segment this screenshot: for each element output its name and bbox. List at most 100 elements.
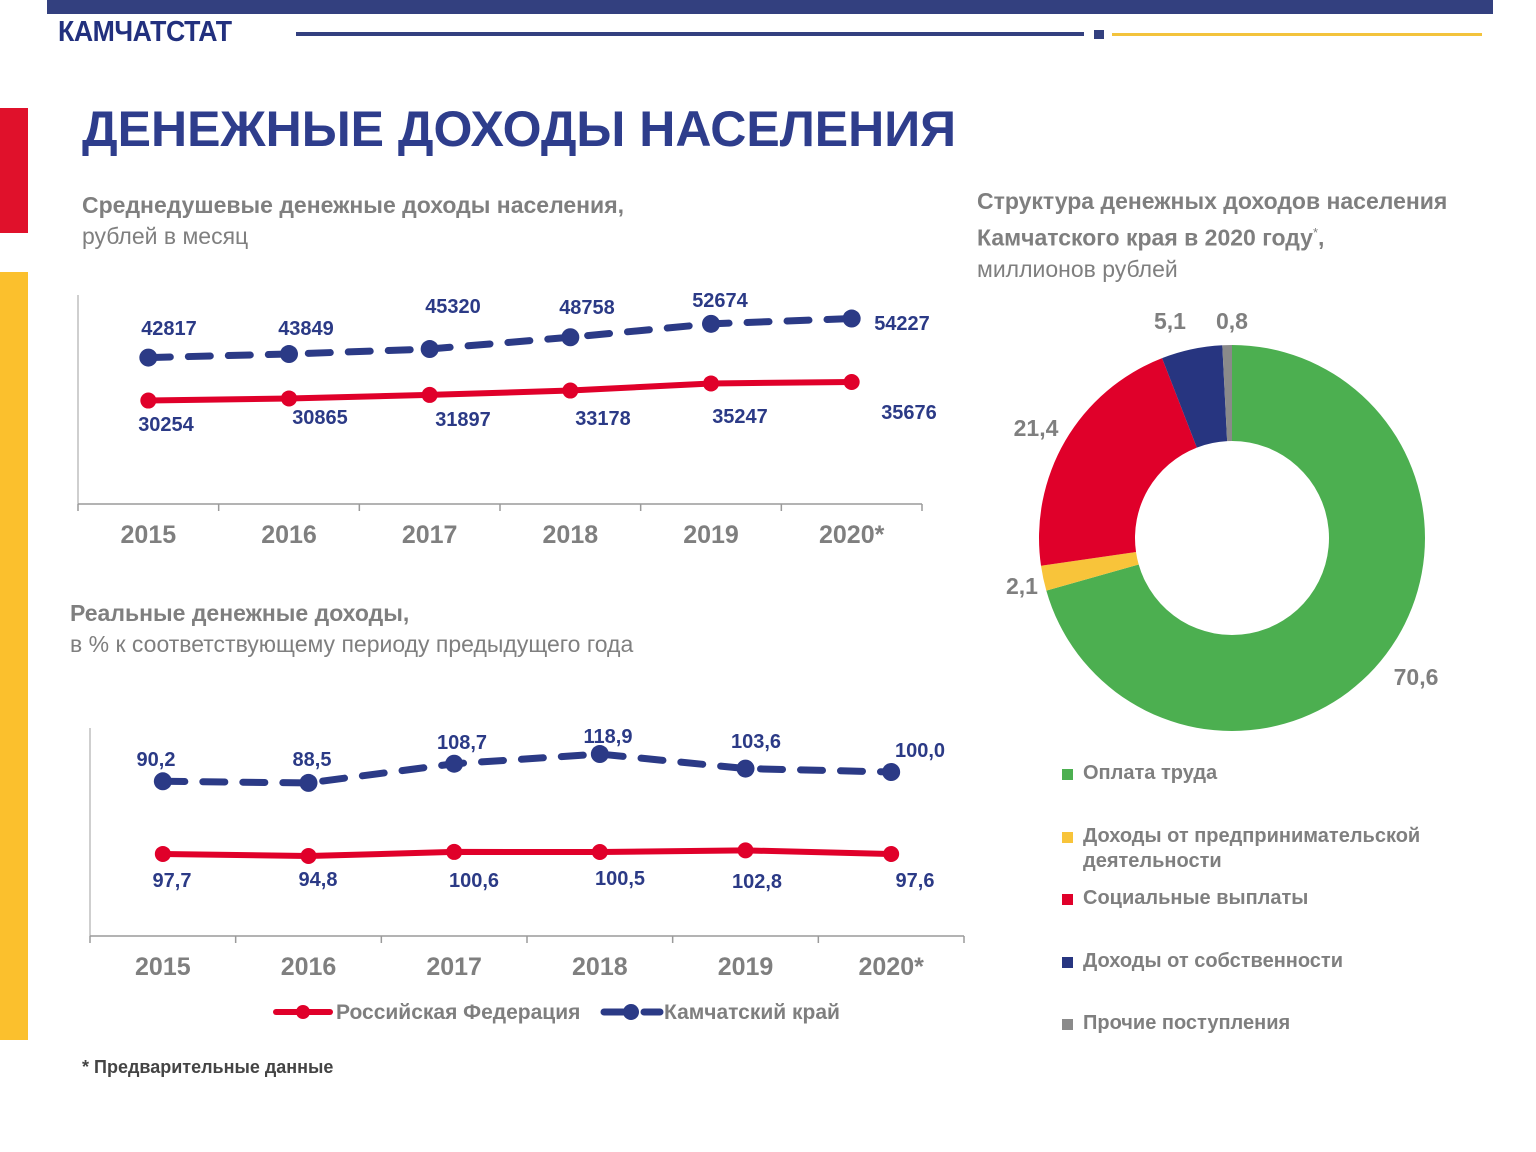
header-divider-navy	[296, 32, 1084, 36]
series-line-kamchatka	[159, 750, 895, 787]
donut-data-label: 70,6	[1394, 664, 1439, 690]
legend-swatch	[1062, 832, 1073, 843]
x-tick-label: 2015	[135, 953, 191, 981]
donut-slice	[1041, 551, 1139, 591]
pie-legend-item: Прочие поступления	[1062, 1011, 1463, 1036]
data-point	[154, 845, 171, 862]
legend-swatch	[1062, 1019, 1073, 1030]
x-tick-label: 2020*	[858, 953, 924, 981]
data-label: 100,6	[449, 870, 499, 892]
data-label: 88,5	[293, 749, 332, 771]
data-label: 48758	[559, 297, 615, 319]
x-tick-label: 2017	[402, 521, 458, 549]
data-point	[883, 846, 900, 863]
data-label: 108,7	[437, 732, 487, 754]
x-tick-label: 2018	[543, 521, 599, 549]
data-label: 102,8	[732, 871, 782, 893]
footnote: * Предварительные данные	[82, 1057, 334, 1077]
pie-legend-item: Доходы от предпринимательской деятельнос…	[1062, 824, 1453, 874]
data-point	[446, 843, 463, 860]
data-label: 118,9	[584, 726, 633, 748]
side-accent-red	[0, 108, 28, 233]
data-point	[702, 314, 720, 333]
data-label: 31897	[435, 409, 491, 431]
legend-swatch	[1062, 957, 1073, 968]
donut-slice	[1162, 345, 1228, 448]
data-label: 35676	[881, 402, 937, 424]
legend-label-kamchatka: Камчатский край	[664, 1001, 840, 1024]
data-point	[736, 759, 755, 778]
data-point	[561, 328, 580, 347]
chart1-title: Среднедушевые денежные доходы населения,	[82, 192, 625, 218]
data-point	[842, 309, 861, 328]
data-label: 35247	[712, 406, 768, 428]
data-label: 42817	[141, 318, 197, 340]
header-divider-yellow	[1112, 33, 1482, 36]
data-point	[300, 847, 317, 864]
data-point	[590, 745, 609, 764]
page-title: ДЕНЕЖНЫЕ ДОХОДЫ НАСЕЛЕНИЯ	[82, 101, 957, 157]
data-label: 30254	[138, 414, 194, 436]
chart3-title: Структура денежных доходов населения	[977, 188, 1448, 214]
pie-legend-item: Доходы от собственности	[1062, 949, 1463, 974]
data-point	[843, 373, 860, 390]
x-tick-label: 2017	[426, 953, 482, 981]
data-point	[140, 392, 157, 409]
series-line-kamchatka	[144, 315, 856, 362]
data-label: 52674	[692, 290, 748, 312]
chart2-heading: Реальные денежные доходы, в % к соответс…	[70, 598, 633, 660]
chart1-subtitle: рублей в месяц	[82, 223, 249, 249]
series-line-russia	[159, 847, 895, 859]
chart1-heading: Среднедушевые денежные доходы населения,…	[82, 190, 624, 252]
side-accent-yellow	[0, 272, 28, 1040]
data-label: 97,7	[153, 870, 192, 892]
series-line-russia	[145, 378, 855, 404]
data-point	[591, 844, 608, 860]
donut-data-label: 21,4	[1014, 415, 1059, 441]
data-point	[882, 763, 901, 781]
x-tick-label: 2018	[572, 953, 628, 981]
donut-data-label: 2,1	[1006, 573, 1038, 599]
pie-legend-item: Социальные выплаты	[1062, 886, 1463, 911]
x-tick-label: 2020*	[819, 521, 885, 549]
donut-slice	[1046, 345, 1425, 731]
chart3-heading: Структура денежных доходов населения Кам…	[977, 186, 1447, 285]
data-label: 43849	[278, 318, 334, 340]
header-divider-square	[1094, 30, 1104, 39]
data-point	[421, 386, 438, 403]
data-point	[153, 772, 172, 791]
data-label: 100,5	[595, 868, 645, 890]
pie-legend-item: Оплата труда	[1062, 761, 1463, 786]
donut-data-label: 5,1	[1154, 308, 1186, 334]
data-point	[445, 754, 464, 773]
chart3-title-mark: *	[1312, 225, 1318, 240]
chart3-title-line2: Камчатского края в 2020 году	[977, 224, 1313, 251]
data-point	[281, 390, 297, 407]
x-tick-label: 2016	[281, 953, 337, 981]
data-point	[299, 773, 318, 792]
data-label: 97,6	[896, 870, 935, 892]
top-bar	[47, 0, 1493, 14]
chart2-subtitle: в % к соответствующему периоду предыдуще…	[70, 631, 634, 657]
x-tick-label: 2016	[261, 521, 317, 549]
data-label: 90,2	[137, 749, 176, 771]
data-point	[420, 340, 439, 359]
donut-slice	[1039, 358, 1197, 566]
legend-label-russia: Российская Федерация	[336, 1001, 580, 1024]
chart3-subtitle: миллионов рублей	[977, 255, 1178, 282]
donut-data-label: 0,8	[1216, 308, 1248, 334]
x-tick-label: 2019	[683, 521, 739, 549]
legend-marker-russia	[296, 1005, 310, 1019]
x-tick-label: 2015	[121, 521, 177, 549]
data-label: 103,6	[731, 731, 781, 753]
data-label: 54227	[874, 313, 930, 335]
x-tick-label: 2019	[718, 953, 774, 981]
data-label: 94,8	[299, 869, 338, 891]
data-point	[139, 348, 158, 367]
data-point	[280, 345, 298, 364]
chart3-title-suffix: ,	[1318, 224, 1325, 251]
legend-swatch	[1062, 769, 1073, 780]
donut-slice	[1222, 345, 1232, 442]
data-label: 45320	[425, 296, 481, 318]
